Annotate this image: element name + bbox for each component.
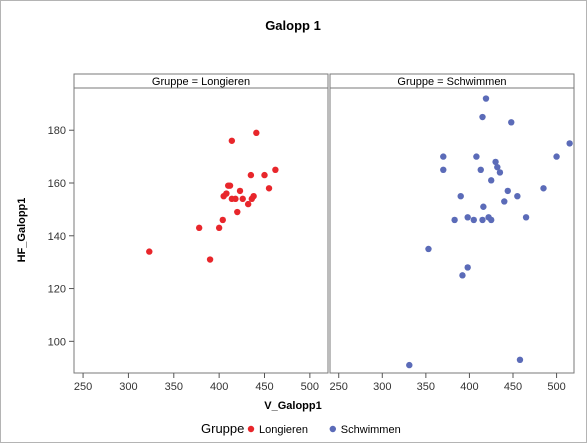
y-axis-label: HF_Galopp1 (16, 198, 28, 263)
data-point (482, 95, 490, 102)
data-point (195, 224, 203, 232)
data-point (239, 195, 246, 203)
data-point (553, 153, 560, 160)
data-point (247, 171, 255, 179)
data-point (473, 153, 480, 160)
panel-strip-label: Gruppe = Schwimmen (397, 76, 506, 88)
panel-1: Gruppe = Longieren 250 300 350 400 450 500 100 1… (48, 73, 329, 393)
x-tick-label: 400 (210, 381, 228, 393)
y-tick-label: 160 (48, 178, 66, 190)
data-point (244, 200, 252, 208)
x-tick-label: 500 (547, 381, 565, 393)
panel-strip (329, 73, 575, 89)
data-point (223, 190, 230, 197)
data-point (477, 166, 484, 174)
data-point (250, 192, 257, 200)
panel-strip (73, 73, 329, 89)
data-point (480, 203, 487, 210)
data-point (146, 248, 153, 255)
x-tick-label: 350 (165, 381, 183, 393)
panel-strip-label: Gruppe = Longieren (152, 76, 250, 88)
panels: Gruppe = Longieren 250 300 350 400 450 500 100 1… (48, 73, 575, 393)
data-point (492, 158, 499, 166)
y-tick-label: 100 (48, 336, 66, 348)
x-tick-label: 450 (504, 381, 522, 393)
data-point (479, 216, 486, 224)
data-point (219, 216, 226, 224)
x-tick-label: 300 (119, 381, 137, 393)
x-tick-label: 250 (74, 381, 92, 393)
data-point (488, 177, 495, 184)
data-point (440, 153, 447, 160)
legend: Gruppe Longieren Schwimmen (201, 421, 401, 436)
data-point (206, 256, 214, 263)
data-point (265, 185, 273, 192)
data-point (494, 163, 501, 171)
data-point (406, 361, 413, 369)
x-tick-label: 400 (460, 381, 478, 393)
x-tick-label: 300 (373, 381, 391, 393)
data-point (457, 192, 464, 200)
data-point (459, 272, 466, 279)
data-point (232, 195, 239, 203)
data-point (516, 356, 524, 364)
data-point (522, 214, 530, 221)
data-point (470, 216, 477, 224)
data-point (464, 264, 471, 271)
y-tick-label: 140 (48, 231, 66, 243)
x-tick-label: 450 (255, 381, 273, 393)
data-point (504, 187, 511, 195)
data-point (508, 119, 515, 126)
legend-marker (329, 425, 336, 433)
x-tick-label: 350 (417, 381, 435, 393)
panel-2: Gruppe = Schwimmen 250 300 350 400 450 500 (329, 73, 575, 393)
chart-title: Galopp 1 (265, 18, 321, 33)
data-point (215, 224, 223, 232)
data-point (451, 216, 458, 224)
data-point (272, 166, 279, 174)
data-point (566, 140, 573, 147)
legend-marker (247, 425, 255, 433)
data-point (234, 208, 241, 216)
panel-frame (73, 73, 329, 374)
panel-frame (329, 73, 575, 374)
data-point (425, 245, 432, 253)
legend-title: Gruppe (201, 421, 244, 436)
x-tick-label: 250 (330, 381, 348, 393)
legend-entry-label: Schwimmen (341, 424, 401, 436)
data-point (488, 216, 495, 224)
data-point (514, 192, 521, 200)
y-tick-label: 120 (48, 284, 66, 296)
data-point (501, 198, 508, 205)
data-point (540, 185, 547, 192)
data-point (226, 182, 234, 189)
y-tick-label: 180 (48, 125, 66, 137)
legend-entry-label: Longieren (259, 424, 308, 436)
data-point (261, 171, 268, 179)
x-tick-label: 500 (301, 381, 319, 393)
data-point (464, 214, 471, 221)
data-point (440, 166, 447, 174)
data-point (253, 129, 260, 137)
data-point (479, 113, 486, 121)
data-point (228, 137, 236, 144)
data-point (236, 187, 244, 195)
x-axis-label: V_Galopp1 (264, 400, 321, 412)
data-point (496, 169, 504, 176)
